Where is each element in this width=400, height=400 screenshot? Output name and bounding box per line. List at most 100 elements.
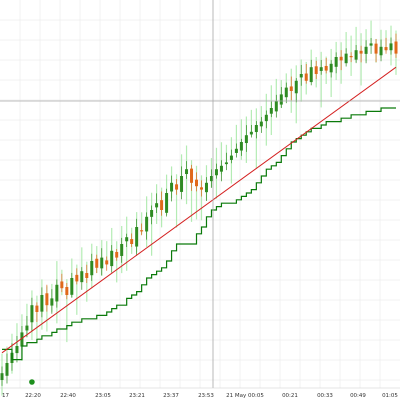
- x-axis: 17 22:20 22:40 23:05 23:21 23:37 23:53 21 May 0…: [0, 387, 400, 399]
- x-tick-label: 21 May 00:05: [226, 393, 264, 399]
- volume-bar: [81, 247, 83, 276]
- volume-bar: [370, 20, 372, 45]
- candle-body: [259, 121, 263, 127]
- candle-body: [339, 56, 343, 61]
- candle-body: [249, 131, 253, 135]
- candle-body: [105, 260, 109, 265]
- candle-body: [60, 281, 64, 289]
- candle-body: [115, 251, 119, 258]
- candle-body: [299, 74, 303, 78]
- volume-bar: [175, 174, 178, 228]
- candle-body: [374, 43, 378, 54]
- x-tick-label: 23:05: [95, 393, 111, 399]
- volume-bar: [320, 51, 322, 108]
- candle-body: [309, 67, 313, 83]
- candle-body: [30, 305, 34, 323]
- grid: [0, 0, 400, 388]
- candle-body: [55, 284, 59, 302]
- candle-body: [110, 250, 114, 267]
- candle-body: [384, 47, 388, 51]
- candle-body: [90, 261, 94, 276]
- candle-body: [80, 271, 84, 283]
- candle-body: [170, 182, 174, 192]
- volume-bar: [76, 264, 78, 315]
- candle-body: [190, 168, 194, 183]
- candle-body: [35, 305, 39, 312]
- candle-body: [120, 244, 124, 256]
- candle-body: [204, 182, 208, 193]
- candle-body: [389, 43, 393, 51]
- x-tick-label: 00:21: [282, 393, 298, 399]
- volume-bar: [190, 160, 193, 222]
- candle-body: [195, 179, 199, 187]
- candle-body: [45, 293, 49, 306]
- candle-body: [264, 114, 268, 122]
- candle-body: [70, 278, 74, 295]
- candles: [0, 33, 398, 386]
- x-tick-label: 22:20: [25, 393, 41, 399]
- x-tick-label: 22:40: [60, 393, 76, 399]
- candle-body: [289, 86, 293, 91]
- volume-bar: [106, 241, 108, 265]
- candle-body: [364, 46, 368, 54]
- x-tick-label: 00:33: [317, 393, 333, 399]
- x-tick-label: 23:37: [163, 393, 179, 399]
- volume-bar: [275, 78, 277, 110]
- candle-body: [160, 200, 164, 210]
- x-tick-label: 23:21: [129, 393, 145, 399]
- volume-bar: [141, 212, 143, 235]
- volume-bars: [1, 20, 397, 396]
- candle-body: [234, 148, 238, 153]
- candle-body: [239, 142, 243, 151]
- candle-body: [359, 50, 363, 54]
- candle-body: [65, 286, 69, 295]
- volume-bar: [66, 279, 68, 343]
- volume-bar: [200, 175, 203, 221]
- volume-bar: [111, 227, 113, 259]
- candle-body: [20, 332, 24, 347]
- candle-body: [165, 193, 169, 213]
- candle-body: [214, 169, 218, 176]
- candle-body: [85, 273, 89, 278]
- candle-body: [40, 295, 44, 312]
- candle-body: [50, 298, 54, 306]
- candle-body: [100, 257, 104, 269]
- candle-body: [25, 325, 29, 331]
- candle-body: [140, 230, 144, 232]
- x-tick-label: 01:05: [382, 393, 398, 399]
- volume-bar: [250, 109, 252, 136]
- trend-line: [1, 66, 397, 354]
- candle-body: [334, 57, 338, 67]
- candle-body: [304, 73, 308, 81]
- candle-body: [5, 363, 9, 376]
- candle-body: [284, 87, 288, 98]
- volume-bar: [116, 241, 118, 283]
- x-tick-label: 00:49: [350, 393, 366, 399]
- candle-body: [394, 41, 398, 54]
- candle-body: [224, 162, 228, 165]
- candle-body: [229, 155, 233, 160]
- candle-body: [175, 184, 179, 190]
- candle-body: [269, 108, 273, 114]
- candle-body: [180, 176, 184, 192]
- candle-body: [185, 169, 189, 175]
- candle-body: [209, 176, 213, 182]
- volume-bar: [16, 323, 18, 347]
- volume-bar: [355, 26, 357, 63]
- candle-body: [95, 258, 99, 268]
- candle-body: [145, 216, 149, 232]
- x-tick-label: 23:53: [198, 393, 214, 399]
- x-tick-label: 17: [2, 393, 9, 399]
- candle-body: [349, 56, 353, 58]
- candle-body: [244, 135, 248, 144]
- volume-bar: [345, 32, 347, 53]
- volume-bar: [195, 165, 198, 220]
- candle-body: [199, 187, 203, 190]
- entry-marker: [29, 379, 35, 385]
- candle-body: [379, 46, 383, 56]
- candle-body: [254, 125, 258, 133]
- volume-bar: [260, 106, 262, 128]
- candle-body: [274, 101, 278, 112]
